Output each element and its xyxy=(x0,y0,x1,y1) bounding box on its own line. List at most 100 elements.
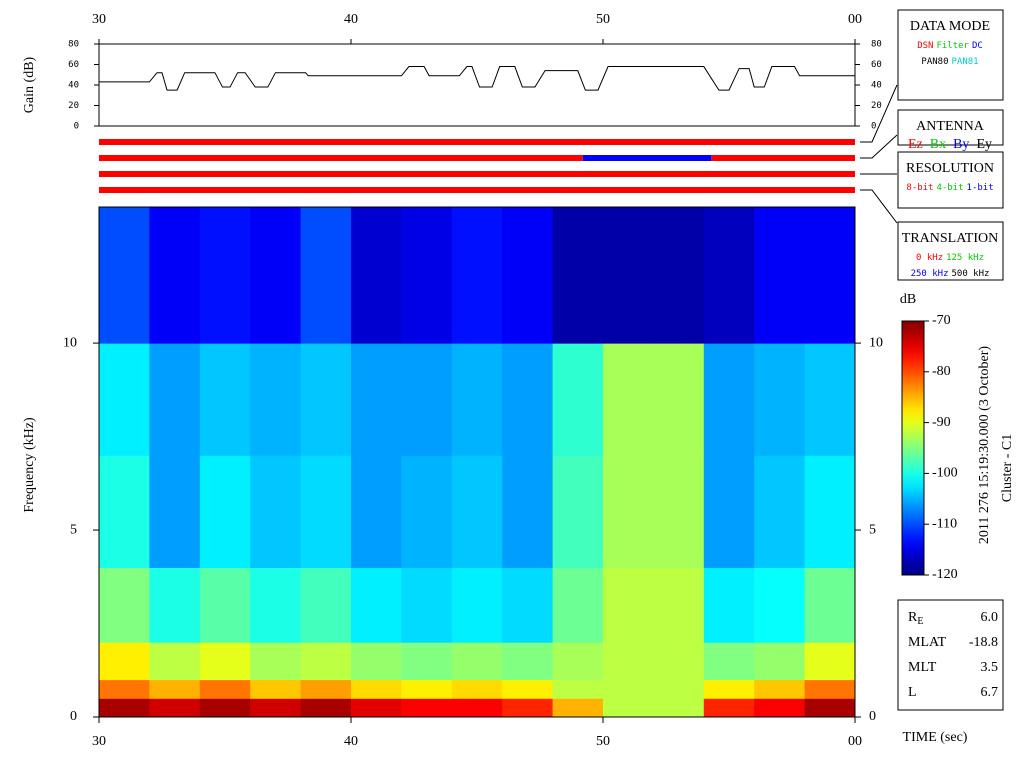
x-tick-label: 40 xyxy=(344,734,358,749)
heatmap-cell xyxy=(451,207,503,344)
heatmap-cell xyxy=(199,455,251,568)
legend-box xyxy=(897,221,1004,281)
info-label: L xyxy=(908,685,917,700)
heatmap-cell xyxy=(99,207,150,344)
legend-item: PAN80 xyxy=(921,57,948,67)
heatmap-cell xyxy=(804,455,856,568)
heatmap-cell xyxy=(351,343,402,456)
heatmap-cell xyxy=(250,343,302,456)
heatmap-cell xyxy=(754,207,806,344)
heatmap-cell xyxy=(300,679,352,699)
legend-box-title: ANTENNA xyxy=(916,119,985,134)
connectors xyxy=(860,84,898,224)
mode-segment xyxy=(99,155,583,161)
info-value: 6.7 xyxy=(981,685,999,700)
heatmap-cell xyxy=(552,207,604,344)
legend-line: DSN Filter DC xyxy=(917,41,983,51)
legend-line: 250 kHz 500 kHz xyxy=(911,269,990,279)
heatmap-cell xyxy=(451,698,503,718)
legend-item: By xyxy=(953,137,969,152)
y-tick-label: 60 xyxy=(871,60,882,70)
legend-line: 0 kHz 125 kHz xyxy=(916,253,984,263)
legend-line: PAN80 PAN81 xyxy=(921,57,978,67)
info-label: MLAT xyxy=(908,635,947,650)
connector xyxy=(860,189,898,224)
heatmap-cell xyxy=(703,207,755,344)
info-value: -18.8 xyxy=(969,635,998,650)
colorbar-tick-label: -90 xyxy=(932,415,951,430)
legend-item: PAN81 xyxy=(952,57,979,67)
heatmap-cell xyxy=(401,343,453,456)
heatmap-cell xyxy=(502,455,554,568)
legend-line: 8-bit 4-bit 1-bit xyxy=(906,183,993,193)
heatmap-cell xyxy=(451,567,503,643)
legend-item: Filter xyxy=(936,41,969,51)
heatmap-cell xyxy=(502,567,554,643)
heatmap-cell xyxy=(300,207,352,344)
heatmap-cell xyxy=(754,698,806,718)
date-text: 2011 276 15:19:30.000 (3 October) xyxy=(977,346,992,545)
heatmap-cell xyxy=(703,343,755,456)
y-tick-label: 80 xyxy=(68,40,79,50)
legend-box-title: DATA MODE xyxy=(910,19,990,34)
spacecraft-text: Cluster - C1 xyxy=(1000,434,1015,502)
y-axis-title: Gain (dB) xyxy=(22,56,37,113)
x-tick-label: 00 xyxy=(848,12,862,27)
heatmap-cell xyxy=(653,207,705,344)
info-value: 6.0 xyxy=(981,610,999,625)
heatmap-cell xyxy=(351,698,402,718)
y-tick-label: 0 xyxy=(871,122,876,132)
y-tick-label: 10 xyxy=(869,335,883,350)
x-tick-label: 50 xyxy=(596,12,610,27)
y-tick-label: 40 xyxy=(871,81,882,91)
x-tick-label: 30 xyxy=(92,734,106,749)
x-tick-label: 50 xyxy=(596,734,610,749)
heatmap-cell xyxy=(552,679,604,699)
heatmap-cell xyxy=(653,567,705,643)
heatmap-cell xyxy=(552,343,604,456)
colorbar-tick-label: -70 xyxy=(932,313,951,328)
info-value: 3.5 xyxy=(981,660,999,675)
heatmap-cell xyxy=(451,343,503,456)
heatmap-cell xyxy=(603,679,654,699)
x-axis-title: TIME (sec) xyxy=(903,730,968,745)
heatmap-cell xyxy=(250,679,302,699)
heatmap-cell xyxy=(653,679,705,699)
heatmap-cell xyxy=(250,698,302,718)
legend-item: Ey xyxy=(976,137,992,152)
colorbar-tick-label: -80 xyxy=(932,364,951,379)
heatmap-cell xyxy=(401,679,453,699)
legend-item: DSN xyxy=(917,41,933,51)
heatmap-cell xyxy=(502,642,554,681)
heatmap-cell xyxy=(250,567,302,643)
heatmap-cell xyxy=(199,679,251,699)
heatmap-cell xyxy=(502,698,554,718)
mode-segment xyxy=(99,187,855,193)
legend-item: 0 kHz xyxy=(916,253,943,263)
heatmap-cell xyxy=(300,567,352,643)
legend-box xyxy=(897,9,1004,101)
heatmap-cell xyxy=(149,567,201,643)
legend-item: 4-bit xyxy=(936,183,963,193)
plot-frame xyxy=(98,206,856,718)
heatmap-cell xyxy=(199,207,251,344)
heatmap-cell xyxy=(250,642,302,681)
heatmap-cell xyxy=(149,207,201,344)
heatmap-cell xyxy=(401,207,453,344)
heatmap-cell xyxy=(703,679,755,699)
heatmap-cell xyxy=(552,698,604,718)
legend-item: 500 kHz xyxy=(952,269,990,279)
colorbar-title: dB xyxy=(900,292,916,307)
legend-box xyxy=(897,151,1004,209)
heatmap-cell xyxy=(401,455,453,568)
heatmap-cell xyxy=(804,567,856,643)
y-tick-label: 0 xyxy=(74,122,79,132)
heatmap-cell xyxy=(603,343,654,456)
legend-item: Bx xyxy=(930,137,946,152)
info-label-sub: E xyxy=(917,616,923,627)
heatmap-cell xyxy=(99,567,150,643)
heatmap-cell xyxy=(149,698,201,718)
y-tick-label: 10 xyxy=(63,335,77,350)
heatmap-cell xyxy=(300,698,352,718)
